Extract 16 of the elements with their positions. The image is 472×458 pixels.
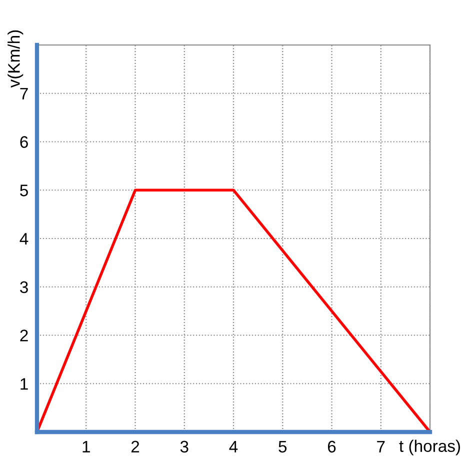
x-axis-title: t (horas) [399,440,460,456]
y-tick-label: 6 [20,136,28,148]
y-tick-label: 1 [20,378,28,390]
y-axis-title: v(Km/h) [8,30,24,88]
x-tick-label: 1 [82,440,90,452]
y-tick-label: 3 [20,281,28,294]
x-tick-label: 5 [278,440,287,453]
y-tick-label: 4 [20,233,28,245]
y-tick-label: 5 [20,184,28,196]
x-tick-label: 7 [377,440,385,452]
x-tick-label: 6 [328,440,336,453]
x-tick-label: 3 [180,440,188,453]
y-tick-label: 2 [20,330,28,342]
y-tick-label: 7 [20,88,28,100]
x-tick-label: 2 [131,440,140,452]
x-tick-label: 4 [229,440,238,452]
